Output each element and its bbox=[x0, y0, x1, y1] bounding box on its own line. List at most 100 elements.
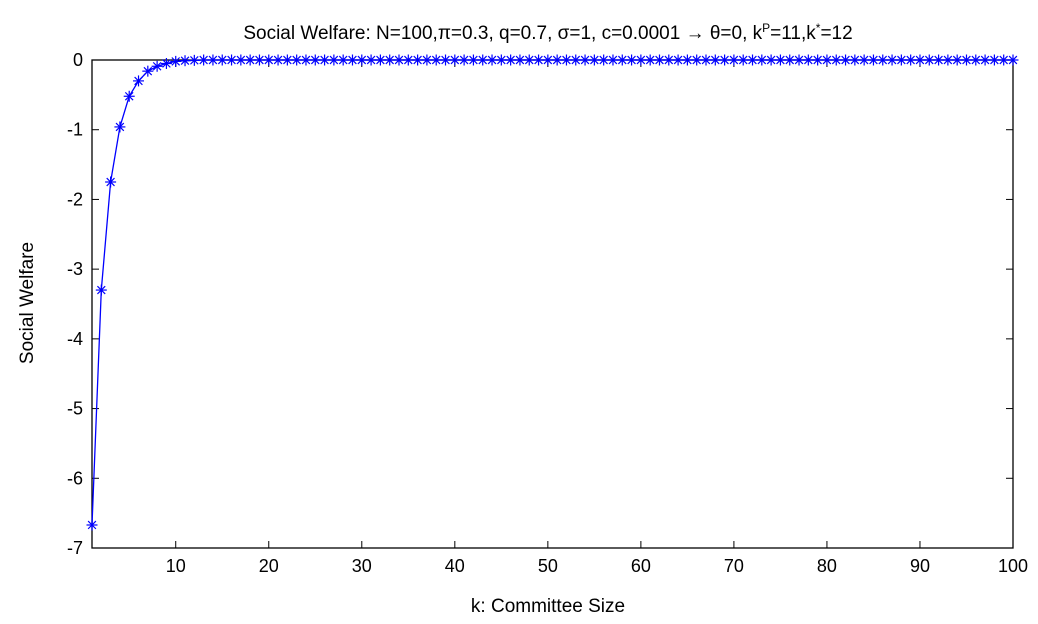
data-point bbox=[793, 54, 805, 66]
data-point bbox=[663, 54, 675, 66]
data-point bbox=[291, 54, 303, 66]
data-point bbox=[598, 54, 610, 66]
data-point bbox=[1007, 54, 1019, 66]
y-tick-label: -7 bbox=[67, 538, 83, 558]
data-point bbox=[86, 519, 98, 531]
data-point bbox=[95, 284, 107, 296]
data-point bbox=[765, 54, 777, 66]
x-tick-label: 100 bbox=[998, 556, 1028, 576]
data-point bbox=[226, 54, 238, 66]
data-point bbox=[905, 54, 917, 66]
data-point bbox=[812, 54, 824, 66]
data-point bbox=[998, 54, 1010, 66]
data-point bbox=[942, 54, 954, 66]
data-point bbox=[914, 54, 926, 66]
data-point bbox=[319, 54, 331, 66]
chart-title-sup-star: * bbox=[816, 21, 821, 35]
y-tick-label: -1 bbox=[67, 120, 83, 140]
y-tick-label: -3 bbox=[67, 259, 83, 279]
x-tick-label: 80 bbox=[817, 556, 837, 576]
y-tick-label: -4 bbox=[67, 329, 83, 349]
data-point bbox=[923, 54, 935, 66]
data-point bbox=[858, 54, 870, 66]
data-point bbox=[402, 54, 414, 66]
data-point bbox=[458, 54, 470, 66]
data-point bbox=[505, 54, 517, 66]
data-point bbox=[430, 54, 442, 66]
data-point bbox=[988, 54, 1000, 66]
x-tick-label: 60 bbox=[631, 556, 651, 576]
data-point bbox=[449, 54, 461, 66]
data-point bbox=[188, 54, 200, 66]
x-tick-label: 10 bbox=[166, 556, 186, 576]
series-layer bbox=[86, 54, 1019, 531]
x-tick-label: 20 bbox=[259, 556, 279, 576]
x-tick-label: 70 bbox=[724, 556, 744, 576]
data-point bbox=[170, 55, 182, 67]
data-point bbox=[756, 54, 768, 66]
data-point bbox=[356, 54, 368, 66]
data-point bbox=[235, 54, 247, 66]
data-point bbox=[960, 54, 972, 66]
chart-title-mid: =11,k bbox=[770, 23, 816, 44]
data-point bbox=[821, 54, 833, 66]
data-point bbox=[328, 54, 340, 66]
y-tick-label: -6 bbox=[67, 468, 83, 488]
data-point bbox=[337, 54, 349, 66]
data-point bbox=[616, 54, 628, 66]
data-point bbox=[151, 60, 163, 72]
data-point bbox=[216, 54, 228, 66]
data-point bbox=[979, 54, 991, 66]
data-point bbox=[653, 54, 665, 66]
y-axis-ticks: 0 -1 -2 -3 -4 -5 -6 -7 bbox=[67, 50, 1013, 558]
x-axis-ticks: 10 20 30 40 50 60 70 80 90 100 bbox=[166, 60, 1028, 576]
data-point bbox=[886, 54, 898, 66]
y-tick-label: 0 bbox=[73, 50, 83, 70]
x-axis-label: k: Committee Size bbox=[471, 596, 625, 617]
data-point bbox=[272, 54, 284, 66]
data-point bbox=[719, 54, 731, 66]
data-point bbox=[867, 54, 879, 66]
data-point bbox=[588, 54, 600, 66]
data-point bbox=[951, 54, 963, 66]
data-point bbox=[970, 54, 982, 66]
data-point bbox=[114, 121, 126, 133]
data-point bbox=[747, 54, 759, 66]
chart-title: Social Welfare: N=100,π=0.3, q=0.7, σ=1,… bbox=[243, 21, 852, 44]
data-point bbox=[179, 55, 191, 67]
data-point bbox=[253, 54, 265, 66]
data-point bbox=[244, 54, 256, 66]
x-tick-label: 90 bbox=[910, 556, 930, 576]
data-point bbox=[579, 54, 591, 66]
x-tick-label: 40 bbox=[445, 556, 465, 576]
data-point bbox=[105, 176, 117, 188]
data-point bbox=[691, 54, 703, 66]
data-point bbox=[774, 54, 786, 66]
data-point bbox=[533, 54, 545, 66]
data-point bbox=[784, 54, 796, 66]
data-point bbox=[412, 54, 424, 66]
data-point bbox=[849, 54, 861, 66]
data-point bbox=[607, 54, 619, 66]
data-point bbox=[421, 54, 433, 66]
data-point bbox=[281, 54, 293, 66]
data-point bbox=[626, 54, 638, 66]
data-point bbox=[840, 54, 852, 66]
data-point bbox=[374, 54, 386, 66]
plot-area bbox=[91, 59, 1014, 549]
data-point bbox=[486, 54, 498, 66]
chart-title-end: =12 bbox=[820, 23, 852, 44]
data-point bbox=[551, 54, 563, 66]
data-point bbox=[142, 65, 154, 77]
data-point bbox=[700, 54, 712, 66]
data-point bbox=[709, 54, 721, 66]
data-point bbox=[737, 54, 749, 66]
data-point bbox=[384, 54, 396, 66]
data-point bbox=[895, 54, 907, 66]
data-point bbox=[495, 54, 507, 66]
data-point bbox=[635, 54, 647, 66]
data-point bbox=[393, 54, 405, 66]
data-point bbox=[477, 54, 489, 66]
data-point bbox=[877, 54, 889, 66]
